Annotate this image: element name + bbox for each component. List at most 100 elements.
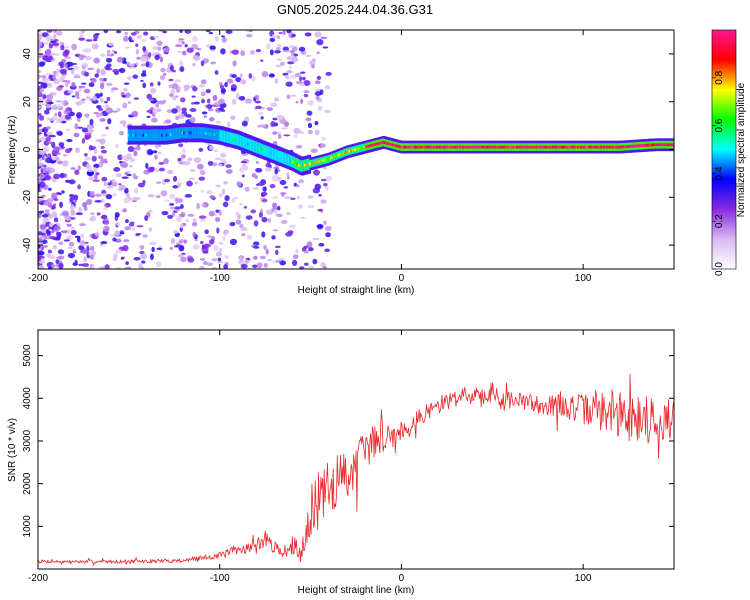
spectrogram-noise-cell (320, 199, 327, 204)
spectrogram-ridge-core (443, 145, 446, 149)
spectrogram-noise-cell (322, 266, 327, 269)
spectrogram-ridge-core (418, 145, 422, 149)
spectrogram-noise-cell (187, 257, 195, 263)
spectrogram-noise-cell (279, 179, 287, 186)
spectrogram-ridge-core (388, 142, 391, 146)
spectrogram-ridge-core (444, 145, 448, 149)
spectrogram-noise-cell (75, 91, 80, 98)
spectrogram-noise-cell (111, 49, 116, 52)
spectrogram-noise-cell (87, 125, 93, 131)
spectrogram-ridge-core (209, 132, 212, 136)
spectrogram-noise-cell (64, 56, 71, 59)
spectrogram-ridge-core (527, 145, 531, 149)
colorbar-ticks: 0.0 0.2 0.4 0.6 0.8 (712, 70, 725, 276)
spectrogram-ridge-core (356, 147, 359, 151)
spectrogram-noise-cell (140, 253, 147, 260)
spectrogram-noise-cell (49, 53, 57, 56)
colorbar-tick-label: 0.6 (714, 118, 725, 132)
spectrogram-ridge-core (550, 145, 554, 149)
spectrogram-noise-cell (176, 88, 181, 93)
spectrogram-ridge-core (597, 145, 600, 149)
spectrogram-ridge-core (481, 145, 484, 149)
spectrogram-ridge-core (380, 141, 384, 145)
spectrogram-noise-cell (251, 264, 259, 269)
spectrogram-ridge-core (547, 145, 551, 149)
spectrogram-noise-cell (65, 179, 70, 183)
spectrogram-ridge-core (393, 143, 397, 147)
spectrogram-noise-cell (102, 192, 108, 196)
spectrogram-noise-cell (192, 231, 197, 238)
spectrogram-noise-cell (322, 46, 329, 49)
spectrogram-noise-cell (276, 114, 283, 121)
spectrogram-noise-cell (38, 158, 42, 161)
spectrogram-ridge-core (616, 145, 619, 149)
spectrogram-noise-cell (315, 95, 320, 101)
spectrogram-noise-cell (52, 30, 57, 33)
spectrogram-noise-cell (81, 65, 87, 70)
spectrogram-noise-cell (307, 205, 315, 208)
spectrogram-noise-cell (151, 117, 158, 123)
spectrogram-ridge-core (671, 143, 674, 147)
spectrogram-noise-cell (145, 61, 150, 68)
spectrogram-noise-cell (46, 253, 52, 258)
spectrogram-noise-cell (142, 180, 146, 185)
spectrogram-ridge-core (302, 164, 305, 168)
spectrogram-noise-cell (38, 212, 42, 219)
spectrogram-noise-cell (221, 35, 225, 38)
spectrogram-noise-cell (179, 65, 185, 73)
spectrogram-noise-cell (127, 146, 135, 153)
spectrogram-ridge-core (491, 145, 494, 149)
spectrogram-noise-cell (191, 43, 199, 50)
spectrogram-noise-cell (202, 58, 210, 63)
spectrogram-noise-cell (283, 186, 289, 189)
spectrogram-ridge-core (395, 144, 398, 148)
spectrogram-noise-cell (94, 147, 98, 155)
spectrogram-noise-cell (55, 235, 61, 241)
spectrogram-ridge-core (595, 145, 599, 149)
spectrogram-noise-cell (43, 200, 50, 206)
spectrogram-x-label: Height of straight line (km) (298, 285, 415, 296)
spectrogram-noise-cell (221, 37, 227, 43)
spectrogram-x-ticks: -200 -100 0 100 (28, 30, 592, 284)
spectrogram-noise-cell (314, 129, 320, 136)
spectrogram-noise-cell (46, 101, 54, 105)
spectrogram-noise-cell (178, 143, 184, 148)
spectrogram-noise-cell (133, 256, 141, 261)
spectrogram-noise-cell (38, 252, 43, 255)
spectrogram-noise-cell (129, 221, 135, 224)
spectrogram-noise-cell (162, 121, 168, 125)
spectrogram-ridge-core (261, 148, 265, 152)
spectrogram-noise-cell (58, 85, 65, 88)
spectrogram-noise-cell (53, 39, 59, 42)
spectrogram-noise-cell (253, 255, 258, 260)
spectrogram-noise-cell (317, 208, 323, 212)
spectrogram-noise-cell (71, 81, 76, 88)
spectrogram-noise-cell (114, 238, 122, 243)
spectrogram-noise-cell (146, 109, 154, 113)
spectrogram-noise-cell (157, 81, 161, 86)
spectrogram-noise-cell (39, 181, 46, 188)
spectrogram-noise-cell (207, 108, 214, 112)
spectrogram-ridge-core (454, 145, 458, 149)
spectrogram-ridge-core (309, 162, 313, 166)
spectrogram-noise-cell (198, 176, 206, 181)
spectrogram-noise-cell (307, 100, 314, 106)
spectrogram-noise-cell (314, 31, 322, 38)
spectrogram-ridge-core (422, 145, 426, 149)
spectrogram-noise-cell (160, 67, 166, 73)
spectrogram-noise-cell (93, 111, 100, 115)
spectrogram-noise-cell (133, 150, 138, 157)
spectrogram-ridge-core (431, 145, 435, 149)
spectrogram-ridge-core (351, 148, 355, 152)
spectrogram-noise-cell (298, 46, 306, 52)
spectrogram-noise-cell (48, 134, 56, 138)
spectrogram-ridge-core (452, 145, 455, 149)
spectrogram-noise-cell (272, 196, 279, 200)
spectrogram-noise-cell (298, 204, 304, 209)
spectrogram-noise-cell (291, 33, 296, 37)
spectrogram-noise-cell (53, 203, 57, 206)
spectrogram-noise-cell (252, 187, 259, 190)
spectrogram-noise-cell (51, 104, 59, 111)
spectrogram-noise-cell (107, 118, 112, 125)
spectrogram-noise-cell (323, 109, 331, 113)
